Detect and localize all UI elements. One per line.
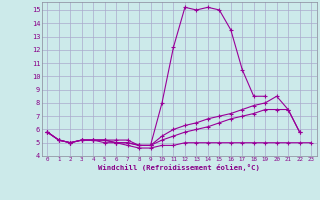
X-axis label: Windchill (Refroidissement éolien,°C): Windchill (Refroidissement éolien,°C) <box>98 164 260 171</box>
